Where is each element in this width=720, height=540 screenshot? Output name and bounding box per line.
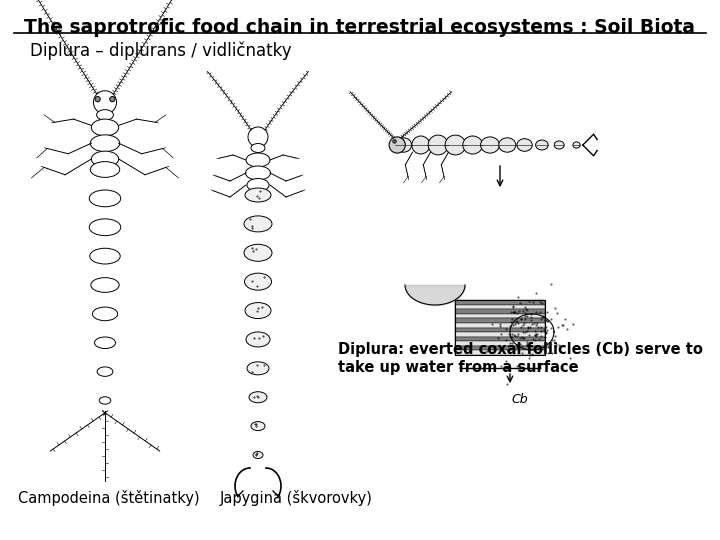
Ellipse shape bbox=[395, 138, 412, 152]
Ellipse shape bbox=[89, 219, 121, 235]
Text: Cb: Cb bbox=[512, 393, 528, 406]
Ellipse shape bbox=[428, 135, 448, 155]
Bar bbox=[455, 300, 545, 305]
Ellipse shape bbox=[91, 119, 119, 136]
Bar bbox=[455, 305, 545, 309]
Ellipse shape bbox=[245, 302, 271, 319]
Ellipse shape bbox=[94, 91, 117, 114]
Ellipse shape bbox=[109, 97, 115, 102]
Ellipse shape bbox=[96, 110, 114, 120]
Ellipse shape bbox=[90, 135, 120, 152]
Text: The saprotrofic food chain in terrestrial ecosystems : Soil Biota: The saprotrofic food chain in terrestria… bbox=[24, 18, 696, 37]
Bar bbox=[455, 309, 545, 314]
Ellipse shape bbox=[247, 179, 269, 192]
Bar bbox=[455, 300, 545, 355]
Bar bbox=[455, 350, 545, 355]
Ellipse shape bbox=[251, 144, 265, 152]
Ellipse shape bbox=[412, 136, 430, 154]
Ellipse shape bbox=[90, 248, 120, 264]
Ellipse shape bbox=[554, 141, 564, 149]
Ellipse shape bbox=[246, 166, 271, 180]
Ellipse shape bbox=[92, 307, 117, 321]
Ellipse shape bbox=[245, 273, 271, 290]
Ellipse shape bbox=[91, 278, 120, 292]
Ellipse shape bbox=[99, 397, 111, 404]
Ellipse shape bbox=[480, 137, 500, 153]
Ellipse shape bbox=[445, 135, 466, 155]
Ellipse shape bbox=[97, 367, 113, 376]
Ellipse shape bbox=[536, 140, 548, 150]
Ellipse shape bbox=[91, 151, 119, 167]
Ellipse shape bbox=[499, 138, 516, 152]
Bar bbox=[455, 346, 545, 350]
Ellipse shape bbox=[249, 392, 267, 403]
Text: Diplura – diplurans / vidličnatky: Diplura – diplurans / vidličnatky bbox=[30, 42, 292, 60]
Ellipse shape bbox=[389, 137, 405, 153]
Ellipse shape bbox=[251, 422, 265, 430]
Bar bbox=[455, 323, 545, 327]
Ellipse shape bbox=[463, 136, 482, 154]
Ellipse shape bbox=[94, 337, 115, 348]
Ellipse shape bbox=[244, 216, 272, 232]
Bar bbox=[455, 327, 545, 332]
Ellipse shape bbox=[244, 244, 272, 261]
Ellipse shape bbox=[90, 161, 120, 177]
Ellipse shape bbox=[246, 332, 270, 347]
Ellipse shape bbox=[253, 451, 263, 458]
Ellipse shape bbox=[245, 188, 271, 202]
Text: Japygina (škvorovky): Japygina (škvorovky) bbox=[220, 490, 373, 506]
Ellipse shape bbox=[573, 142, 580, 148]
Bar bbox=[455, 332, 545, 336]
Ellipse shape bbox=[89, 190, 121, 207]
Ellipse shape bbox=[517, 139, 532, 151]
Bar bbox=[455, 336, 545, 341]
Ellipse shape bbox=[248, 127, 268, 147]
Bar bbox=[455, 319, 545, 323]
Ellipse shape bbox=[246, 153, 270, 167]
Bar bbox=[455, 341, 545, 346]
Ellipse shape bbox=[392, 140, 396, 143]
Ellipse shape bbox=[247, 362, 269, 375]
Text: Diplura: everted coxal follicles (Cb) serve to: Diplura: everted coxal follicles (Cb) se… bbox=[338, 342, 703, 357]
Text: take up water from a surface: take up water from a surface bbox=[338, 360, 579, 375]
Text: Campodeina (štětinatky): Campodeina (štětinatky) bbox=[18, 490, 199, 506]
Ellipse shape bbox=[95, 97, 100, 102]
Bar bbox=[455, 314, 545, 319]
